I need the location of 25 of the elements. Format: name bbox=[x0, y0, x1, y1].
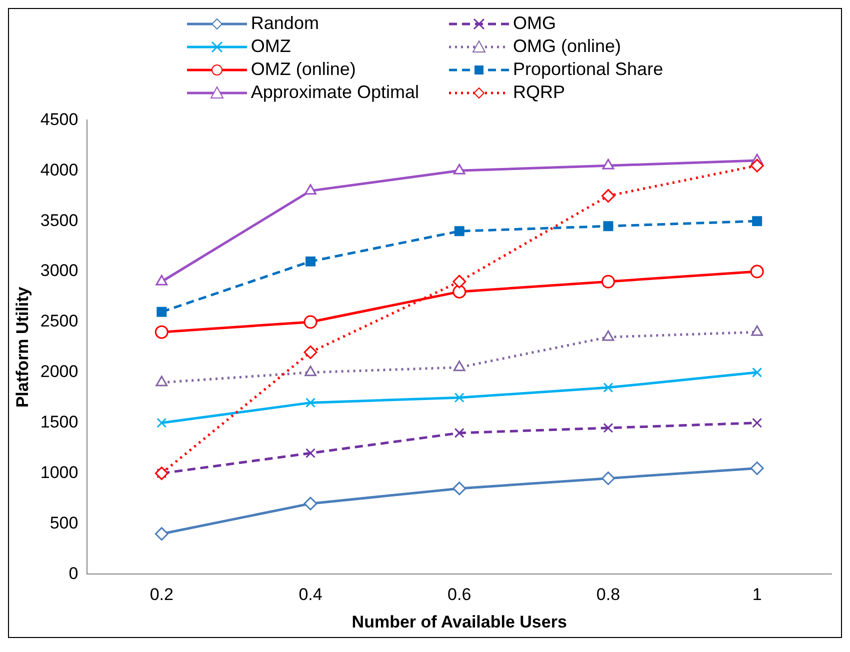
y-tick-label: 3000 bbox=[40, 261, 78, 280]
y-tick-label: 0 bbox=[68, 564, 78, 583]
y-tick-label: 1000 bbox=[40, 463, 78, 482]
x-tick-label: 0.6 bbox=[448, 585, 472, 604]
y-tick-label: 4500 bbox=[40, 110, 78, 129]
legend-label: RQRP bbox=[512, 82, 565, 103]
x-axis-title: Number of Available Users bbox=[352, 612, 567, 632]
legend-label: Random bbox=[250, 13, 319, 34]
x-tick-label: 0.8 bbox=[596, 585, 620, 604]
y-tick-label: 1500 bbox=[40, 412, 78, 432]
legend-label: Proportional Share bbox=[512, 59, 664, 80]
x-tick-label: 0.2 bbox=[150, 585, 174, 604]
y-tick-label: 2000 bbox=[40, 362, 78, 382]
legend-label: OMG bbox=[512, 13, 556, 34]
x-tick-label: 0.4 bbox=[298, 585, 322, 604]
legend-label: OMZ (online) bbox=[250, 59, 356, 80]
y-tick-label: 500 bbox=[50, 513, 78, 532]
legend-label: OMG (online) bbox=[512, 36, 622, 57]
y-tick-label: 4000 bbox=[40, 160, 78, 180]
x-tick-label: 1 bbox=[752, 585, 762, 604]
y-tick-label: 3500 bbox=[40, 210, 78, 230]
y-axis-title: Platform Utility bbox=[12, 286, 32, 408]
y-tick-label: 2500 bbox=[40, 312, 78, 331]
legend-label: Approximate Optimal bbox=[250, 82, 419, 103]
legend-label: OMZ bbox=[250, 36, 291, 57]
